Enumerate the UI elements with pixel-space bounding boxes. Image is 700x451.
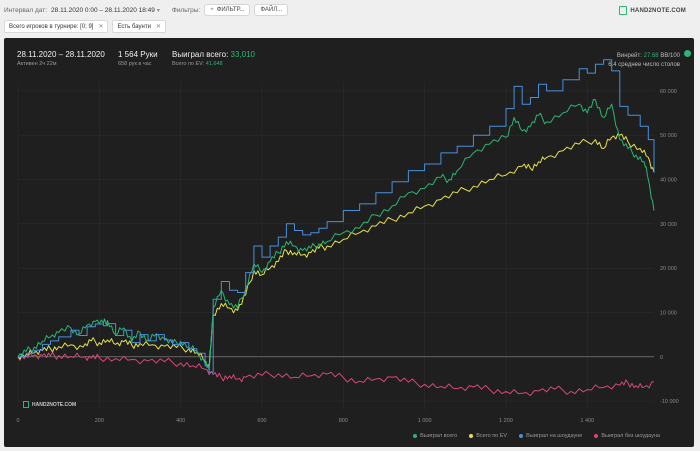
series-ev-line — [17, 133, 655, 369]
close-icon[interactable]: ✕ — [155, 24, 161, 30]
hands-count: 1 564 Руки — [118, 50, 158, 59]
x-tick-label: 400 — [176, 418, 185, 424]
won-total-value: 33,010 — [230, 50, 255, 59]
winrate-unit: BB/100 — [660, 53, 680, 59]
won-total-label: Выиграл всего: — [172, 50, 229, 59]
x-tick-label: 0 — [16, 418, 19, 424]
file-button[interactable]: ФАЙЛ... — [254, 4, 289, 16]
graph-panel: 28.11.2020 – 28.11.2020 Активен 2ч 22м 1… — [4, 38, 694, 447]
winrate-label: Винрейт: — [616, 53, 642, 59]
legend-item[interactable]: Выиграл без шоудауна — [594, 433, 660, 439]
date-range: 28.11.2020 – 28.11.2020 — [17, 50, 105, 59]
legend-item[interactable]: Выиграл на шоудауне — [519, 433, 582, 439]
interval-value[interactable]: 28.11.2020 0:00 – 28.11.2020 18:49 — [51, 6, 155, 14]
legend-item[interactable]: Выиграл всего — [413, 433, 457, 439]
legend-item[interactable]: Всего по EV — [469, 433, 507, 439]
y-tick-label: 20 000 — [660, 266, 677, 272]
x-tick-label: 1 000 — [418, 418, 432, 424]
file-button-label: ФАЙЛ... — [260, 7, 283, 13]
watermark: HAND2NOTE.COM — [23, 401, 76, 408]
logo-mark-icon — [619, 6, 628, 15]
add-filter-label: ФИЛЬТР... — [216, 7, 245, 13]
filters-label: Фильтры: — [171, 6, 201, 14]
logo-text: HAND2NOTE.COM — [630, 7, 686, 14]
y-tick-label: 50 000 — [660, 133, 677, 139]
winrate-info: Винрейт: 27.68 BB/100 6.4 среднее число … — [608, 52, 680, 70]
filter-tag-label: Есть баунти — [117, 23, 151, 30]
winrate-value: 27.68 — [643, 53, 659, 59]
series-won-line — [17, 99, 655, 371]
y-tick-label: 30 000 — [660, 222, 677, 228]
series-nonshowdown-line — [17, 351, 655, 397]
legend-label: Выиграл на шоудауне — [526, 433, 583, 439]
watermark-text: HAND2NOTE.COM — [32, 401, 77, 408]
add-filter-button[interactable]: + ФИЛЬТР... — [204, 4, 251, 16]
x-tick-label: 600 — [257, 418, 266, 424]
winrate: Винрейт: 27.68 BB/100 — [608, 52, 680, 61]
gear-icon[interactable] — [684, 50, 691, 57]
x-tick-label: 1 200 — [499, 418, 513, 424]
legend-dot — [469, 434, 474, 438]
ev-total: Всего по EV: 41,648 — [172, 61, 223, 67]
legend-label: Всего по EV — [476, 433, 508, 439]
logo: HAND2NOTE.COM — [619, 6, 686, 15]
hands-per-hour: 658 рук в час — [118, 61, 152, 67]
y-tick-label: 10 000 — [660, 310, 677, 316]
interval-label: Интервал дат: — [4, 6, 48, 14]
ev-total-label: Всего по EV: — [172, 61, 205, 67]
chevron-down-icon[interactable]: ▾ — [156, 7, 160, 14]
y-tick-label: 0 — [660, 355, 663, 361]
y-tick-label: -10 000 — [660, 399, 679, 405]
bankroll-chart: 0 200 400 600 800 1 000 1 200 1 400 -10 000 0 10 0… — [16, 59, 679, 424]
legend-dot — [594, 434, 599, 438]
y-tick-label: 60 000 — [660, 89, 677, 95]
x-tick-label: 800 — [339, 418, 348, 424]
avg-tables: 6.4 среднее число столов — [608, 62, 680, 68]
close-icon[interactable]: ✕ — [98, 24, 104, 30]
chart-legend: Выиграл всего Всего по EV Выиграл на шоу… — [4, 433, 694, 439]
series-showdown-line — [18, 59, 655, 373]
x-tick-label: 200 — [95, 418, 104, 424]
filter-tags: Всего игроков в турнире: [0; 9] ✕ Есть ба… — [4, 20, 170, 33]
legend-dot — [413, 434, 418, 438]
watermark-logo-icon — [23, 401, 29, 408]
plus-icon: + — [210, 7, 214, 13]
won-total: Выиграл всего: 33,010 — [172, 50, 255, 59]
legend-label: Выиграл всего — [420, 433, 458, 439]
active-time: Активен 2ч 22м — [17, 61, 57, 67]
filter-tag[interactable]: Есть баунти ✕ — [112, 20, 166, 33]
y-tick-label: 40 000 — [660, 178, 677, 184]
ev-total-value: 41,648 — [205, 61, 223, 67]
x-tick-label: 1 400 — [580, 418, 594, 424]
legend-dot — [519, 434, 524, 438]
filter-tag[interactable]: Всего игроков в турнире: [0; 9] ✕ — [4, 20, 109, 33]
top-bar: Интервал дат: 28.11.2020 0:00 – 28.11.20… — [0, 0, 700, 20]
legend-label: Выиграл без шоудауна — [601, 433, 660, 439]
filter-tag-label: Всего игроков в турнире: [0; 9] — [9, 23, 94, 30]
